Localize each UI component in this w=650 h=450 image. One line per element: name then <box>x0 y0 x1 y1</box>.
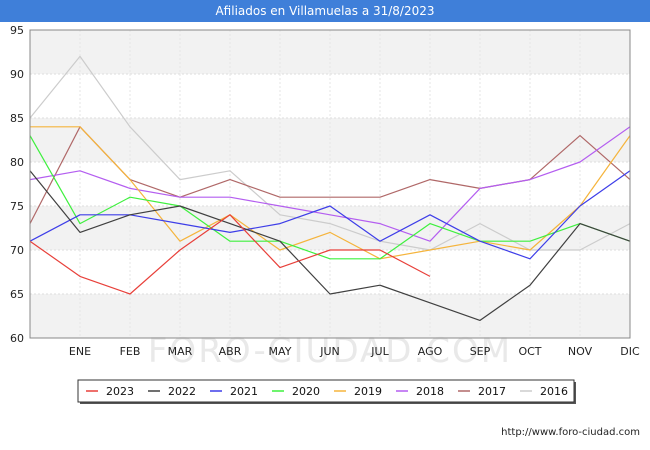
series-line-2020 <box>29 135 631 260</box>
x-tick-label: DIC <box>620 345 640 358</box>
x-tick-label: ENE <box>69 345 91 358</box>
legend-label-2021: 2021 <box>230 385 258 398</box>
x-tick-label: JUL <box>370 345 389 358</box>
legend-box <box>77 379 575 403</box>
source-url: http://www.foro-ciudad.com <box>501 427 640 438</box>
series-line-2018 <box>29 126 631 242</box>
x-tick-label: MAY <box>269 345 292 358</box>
legend-label-2019: 2019 <box>354 385 382 398</box>
series-line-2019 <box>30 126 631 260</box>
y-tick-label: 75 <box>10 200 24 213</box>
legend-label-2016: 2016 <box>540 385 568 398</box>
legend-label-2017: 2017 <box>478 385 506 398</box>
x-tick-label: AGO <box>418 345 443 358</box>
x-tick-label: FEB <box>120 345 141 358</box>
legend-label-2018: 2018 <box>416 385 444 398</box>
y-tick-label: 80 <box>10 156 24 169</box>
series-line-2023 <box>29 214 431 295</box>
chart-title: Afiliados en Villamuelas a 31/8/2023 <box>0 0 650 22</box>
series-line-2022 <box>29 170 631 321</box>
y-tick-label: 65 <box>10 288 24 301</box>
legend-label-2020: 2020 <box>292 385 320 398</box>
y-tick-label: 90 <box>10 68 24 81</box>
y-tick-label: 70 <box>10 244 24 257</box>
x-tick-label: OCT <box>518 345 541 358</box>
plot-frame <box>29 29 631 339</box>
x-tick-label: ABR <box>219 345 242 358</box>
legend-label-2023: 2023 <box>106 385 134 398</box>
y-tick-label: 95 <box>10 24 24 37</box>
x-axis-ticks: ENE FEB MAR ABR MAY JUN JUL AGO SEP OCT NOV DIC <box>69 345 640 358</box>
y-tick-label: 60 <box>10 332 24 345</box>
legend-label-2022: 2022 <box>168 385 196 398</box>
y-tick-label: 85 <box>10 112 24 125</box>
x-tick-label: MAR <box>168 345 193 358</box>
x-tick-label: NOV <box>568 345 593 358</box>
legend: 2023 2022 2021 2020 2019 2018 2017 2016 <box>77 379 576 404</box>
y-axis-ticks: 60 65 70 75 80 85 90 95 <box>10 24 24 345</box>
x-tick-label: SEP <box>470 345 491 358</box>
x-tick-label: JUN <box>319 345 340 358</box>
series-lines <box>29 55 631 321</box>
